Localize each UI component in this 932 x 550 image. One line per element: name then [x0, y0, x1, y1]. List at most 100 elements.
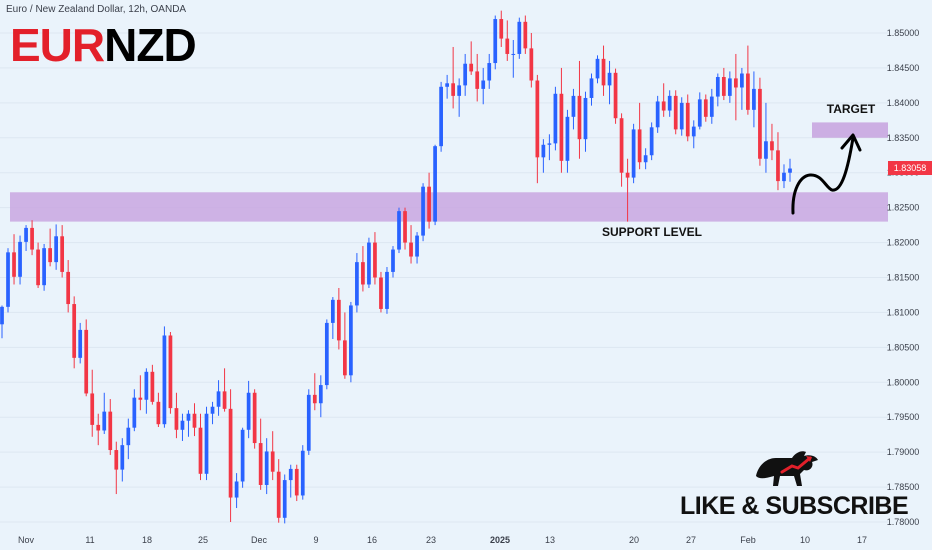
candle-body	[30, 227, 34, 250]
candle-body	[625, 172, 630, 178]
support-label: SUPPORT LEVEL	[602, 225, 702, 239]
candle	[252, 389, 257, 449]
candle	[758, 77, 762, 166]
candle	[673, 90, 678, 135]
candle-body	[469, 63, 474, 72]
candle	[216, 380, 221, 416]
target-zone	[812, 122, 888, 138]
candle-body	[752, 88, 756, 110]
candle	[451, 46, 456, 109]
price-tick-label: 1.80000	[887, 377, 920, 387]
price-tick-label: 1.82000	[887, 238, 920, 248]
price-tick-label: 1.78000	[887, 517, 920, 527]
candle-body	[541, 144, 546, 158]
like-subscribe-banner: LIKE & SUBSCRIBE	[680, 492, 909, 520]
candle-body	[174, 408, 179, 430]
candle	[150, 364, 155, 405]
candle-body	[126, 427, 131, 446]
candle	[733, 53, 738, 121]
candle-body	[529, 48, 534, 81]
candle	[487, 53, 492, 89]
candle	[336, 287, 341, 350]
candle	[379, 271, 383, 313]
price-tick-label: 1.78500	[887, 482, 920, 492]
candle	[180, 413, 185, 441]
candle-body	[758, 88, 762, 159]
candle	[788, 158, 792, 182]
instrument-title: Euro / New Zealand Dollar, 12h, OANDA	[6, 4, 187, 15]
candle-body	[721, 77, 726, 96]
candle	[493, 15, 498, 70]
candle	[391, 246, 395, 278]
candle-body	[607, 72, 612, 86]
candle-body	[264, 451, 269, 485]
time-tick-label: 18	[142, 535, 152, 545]
candle-body	[288, 468, 293, 481]
candle-body	[427, 186, 431, 222]
candle-body	[324, 322, 329, 386]
candle-body	[415, 235, 419, 257]
candle	[102, 392, 107, 434]
candle-body	[740, 73, 744, 88]
candle	[721, 67, 726, 101]
price-tick-label: 1.84000	[887, 98, 920, 108]
candle-body	[0, 306, 4, 325]
candle	[18, 235, 22, 285]
time-axis: Nov 11 18 25 Dec 9 16 23 2025 13 20 27 Feb 10 17	[18, 535, 867, 545]
candle	[138, 375, 143, 411]
candle-body	[667, 95, 672, 111]
candle	[607, 60, 612, 105]
candle	[553, 86, 558, 151]
candle-body	[451, 83, 456, 96]
candle-body	[162, 335, 167, 425]
candle-body	[643, 155, 648, 163]
candle	[535, 74, 540, 184]
candle-body	[397, 211, 401, 250]
candle	[439, 81, 443, 152]
candle	[60, 225, 65, 278]
candle	[715, 73, 720, 107]
candle-body	[156, 401, 161, 425]
candle-body	[403, 211, 407, 243]
candle	[565, 109, 570, 173]
candle-body	[601, 58, 606, 86]
candle-body	[132, 397, 137, 428]
candle-body	[487, 63, 492, 81]
candle	[541, 139, 546, 173]
candle	[234, 473, 239, 509]
logo-nzd: NZD	[104, 19, 197, 71]
candle-body	[595, 58, 600, 79]
candle	[222, 368, 227, 412]
time-tick-label: Feb	[740, 535, 756, 545]
candle-body	[727, 78, 732, 96]
candle-body	[391, 249, 395, 272]
candle-body	[619, 118, 624, 173]
candle-body	[186, 413, 191, 421]
candle-body	[463, 63, 468, 86]
candle	[198, 413, 203, 481]
candle-body	[697, 99, 702, 127]
candle	[126, 418, 131, 460]
candle-body	[445, 83, 449, 87]
candle	[361, 246, 365, 292]
candle	[457, 78, 462, 117]
candle-body	[343, 340, 347, 376]
candle	[210, 401, 215, 425]
candle-body	[150, 371, 155, 402]
candle	[78, 322, 83, 364]
candle	[108, 399, 113, 455]
candle-body	[517, 21, 522, 54]
candle	[421, 183, 425, 242]
candle	[397, 207, 401, 254]
time-tick-label: 17	[857, 535, 867, 545]
candle-body	[138, 397, 143, 400]
candle-body	[349, 305, 353, 376]
candle-body	[433, 146, 437, 222]
candle-body	[120, 445, 125, 470]
candle-body	[252, 392, 257, 444]
time-tick-label: 2025	[490, 535, 510, 545]
price-tick-label: 1.84500	[887, 63, 920, 73]
candle	[709, 88, 714, 124]
